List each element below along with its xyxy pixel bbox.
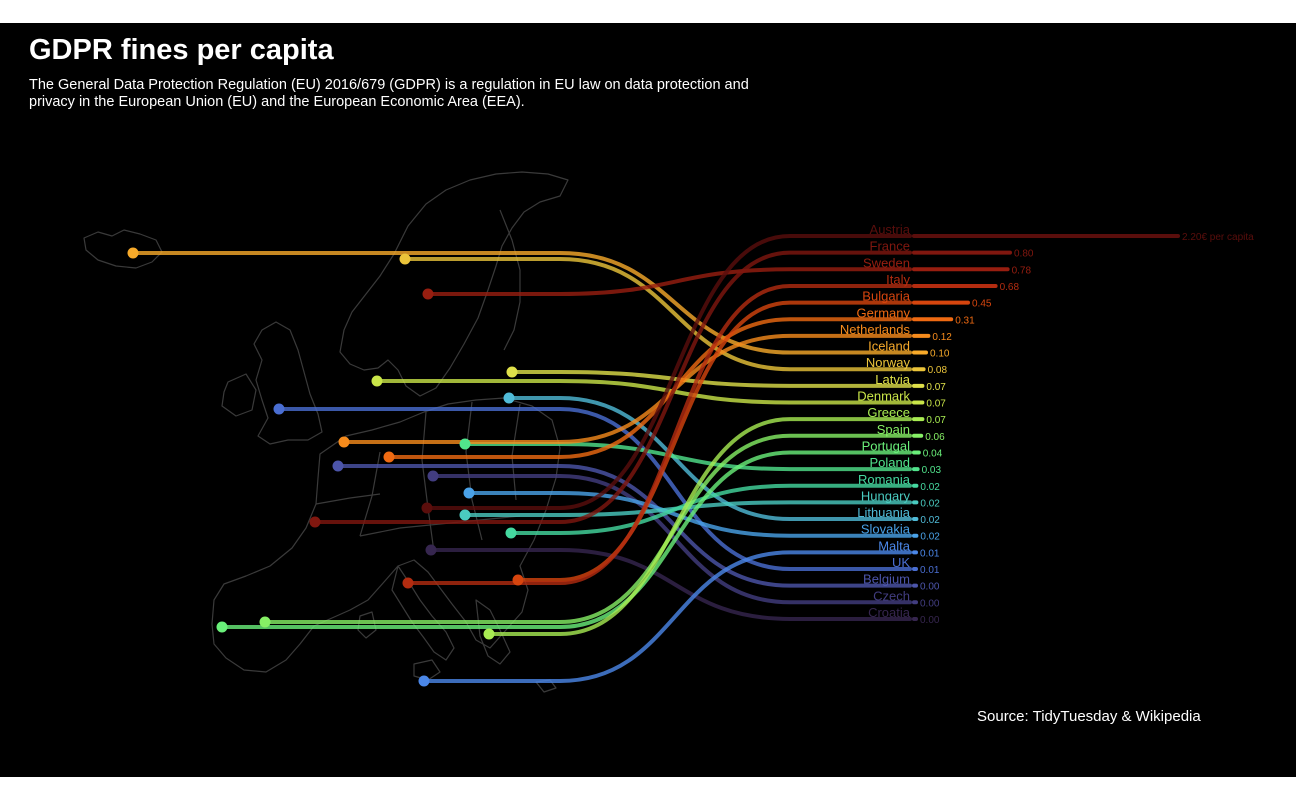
flow-iceland xyxy=(131,251,912,355)
country-label-belgium: Belgium xyxy=(863,572,910,587)
flow-sweden xyxy=(426,267,912,296)
country-label-hungary: Hungary xyxy=(861,488,911,503)
point-croatia xyxy=(425,544,437,556)
point-norway xyxy=(399,253,411,265)
country-label-lithuania: Lithuania xyxy=(857,505,911,520)
value-labels: 2.20€ per capita 0.80 0.78 0.68 0.45 0.310.12… xyxy=(920,232,1254,626)
source-caption: Source: TidyTuesday & Wikipedia xyxy=(977,708,1201,725)
country-label-denmark: Denmark xyxy=(857,389,910,404)
country-label-iceland: Iceland xyxy=(868,339,910,354)
country-label-sweden: Sweden xyxy=(863,255,910,270)
country-label-romania: Romania xyxy=(858,472,911,487)
country-label-italy: Italy xyxy=(886,272,910,287)
point-netherlands xyxy=(338,436,350,448)
flow-croatia xyxy=(429,548,912,621)
value-label-spain: 0.06 xyxy=(925,432,945,443)
point-belgium xyxy=(332,460,344,472)
point-france xyxy=(309,516,321,528)
value-label-france: 0.80 xyxy=(1014,249,1034,260)
point-italy xyxy=(402,577,414,589)
point-czech xyxy=(427,470,439,482)
point-uk xyxy=(273,403,285,415)
flow-bulgaria xyxy=(516,300,912,582)
value-label-germany: 0.31 xyxy=(955,315,975,326)
flow-poland xyxy=(463,442,912,472)
europe-map-outline xyxy=(83,171,569,693)
value-label-italy: 0.68 xyxy=(1000,282,1020,293)
flow-latvia xyxy=(510,370,912,388)
country-label-slovakia: Slovakia xyxy=(861,522,911,537)
point-romania xyxy=(505,527,517,539)
point-latvia xyxy=(506,366,518,378)
point-denmark xyxy=(371,375,383,387)
value-label-lithuania: 0.02 xyxy=(920,515,940,526)
flow-austria xyxy=(425,234,912,510)
flow-romania xyxy=(509,483,912,535)
value-label-uk: 0.01 xyxy=(920,565,940,576)
country-label-greece: Greece xyxy=(867,405,910,420)
value-label-croatia: 0.00 xyxy=(920,615,940,626)
flow-portugal xyxy=(220,450,912,629)
country-label-croatia: Croatia xyxy=(868,605,911,620)
flow-norway xyxy=(403,257,912,372)
point-sweden xyxy=(422,288,434,300)
value-label-greece: 0.07 xyxy=(926,415,946,426)
country-label-norway: Norway xyxy=(866,355,911,370)
point-germany xyxy=(383,451,395,463)
value-label-portugal: 0.04 xyxy=(923,448,943,459)
country-label-spain: Spain xyxy=(877,422,910,437)
value-label-norway: 0.08 xyxy=(928,365,948,376)
point-hungary xyxy=(459,509,471,521)
point-spain xyxy=(259,616,271,628)
value-label-poland: 0.03 xyxy=(922,465,942,476)
country-label-germany: Germany xyxy=(857,305,911,320)
point-austria xyxy=(421,502,433,514)
country-label-portugal: Portugal xyxy=(862,438,911,453)
country-label-france: France xyxy=(870,239,910,254)
flow-france xyxy=(313,250,912,524)
flow-italy xyxy=(406,283,912,585)
point-portugal xyxy=(216,621,228,633)
flow-malta xyxy=(422,550,912,683)
value-label-malta: 0.01 xyxy=(920,548,940,559)
chart-panel xyxy=(0,23,1296,777)
flow-greece xyxy=(487,417,912,636)
point-poland xyxy=(459,438,471,450)
value-label-austria: 2.20€ per capita xyxy=(1182,232,1254,243)
point-malta xyxy=(418,675,430,687)
point-slovakia xyxy=(463,487,475,499)
value-label-latvia: 0.07 xyxy=(926,382,946,393)
value-label-slovakia: 0.02 xyxy=(920,532,940,543)
country-label-netherlands: Netherlands xyxy=(840,322,911,337)
value-label-belgium: 0.00 xyxy=(920,582,940,593)
country-points xyxy=(127,247,524,687)
value-label-netherlands: 0.12 xyxy=(932,332,952,343)
value-label-denmark: 0.07 xyxy=(926,399,946,410)
value-label-hungary: 0.02 xyxy=(920,498,940,509)
value-label-romania: 0.02 xyxy=(920,482,940,493)
chart-subtitle: The General Data Protection Regulation (… xyxy=(29,77,749,110)
value-label-bulgaria: 0.45 xyxy=(972,299,992,310)
country-label-poland: Poland xyxy=(870,455,910,470)
flow-uk xyxy=(277,407,912,571)
country-label-latvia: Latvia xyxy=(875,372,910,387)
value-bars xyxy=(912,234,1180,621)
country-label-bulgaria: Bulgaria xyxy=(862,289,910,304)
point-iceland xyxy=(127,247,139,259)
country-flows xyxy=(131,234,912,683)
point-bulgaria xyxy=(512,574,524,586)
country-label-malta: Malta xyxy=(878,538,911,553)
point-greece xyxy=(483,628,495,640)
country-label-austria: Austria xyxy=(870,222,911,237)
country-label-uk: UK xyxy=(892,555,910,570)
value-label-sweden: 0.78 xyxy=(1012,265,1032,276)
point-lithuania xyxy=(503,392,515,404)
flow-slovakia xyxy=(467,491,912,538)
country-label-czech: Czech xyxy=(873,588,910,603)
chart-title: GDPR fines per capita xyxy=(29,34,334,66)
value-label-iceland: 0.10 xyxy=(930,349,950,360)
value-label-czech: 0.00 xyxy=(920,598,940,609)
